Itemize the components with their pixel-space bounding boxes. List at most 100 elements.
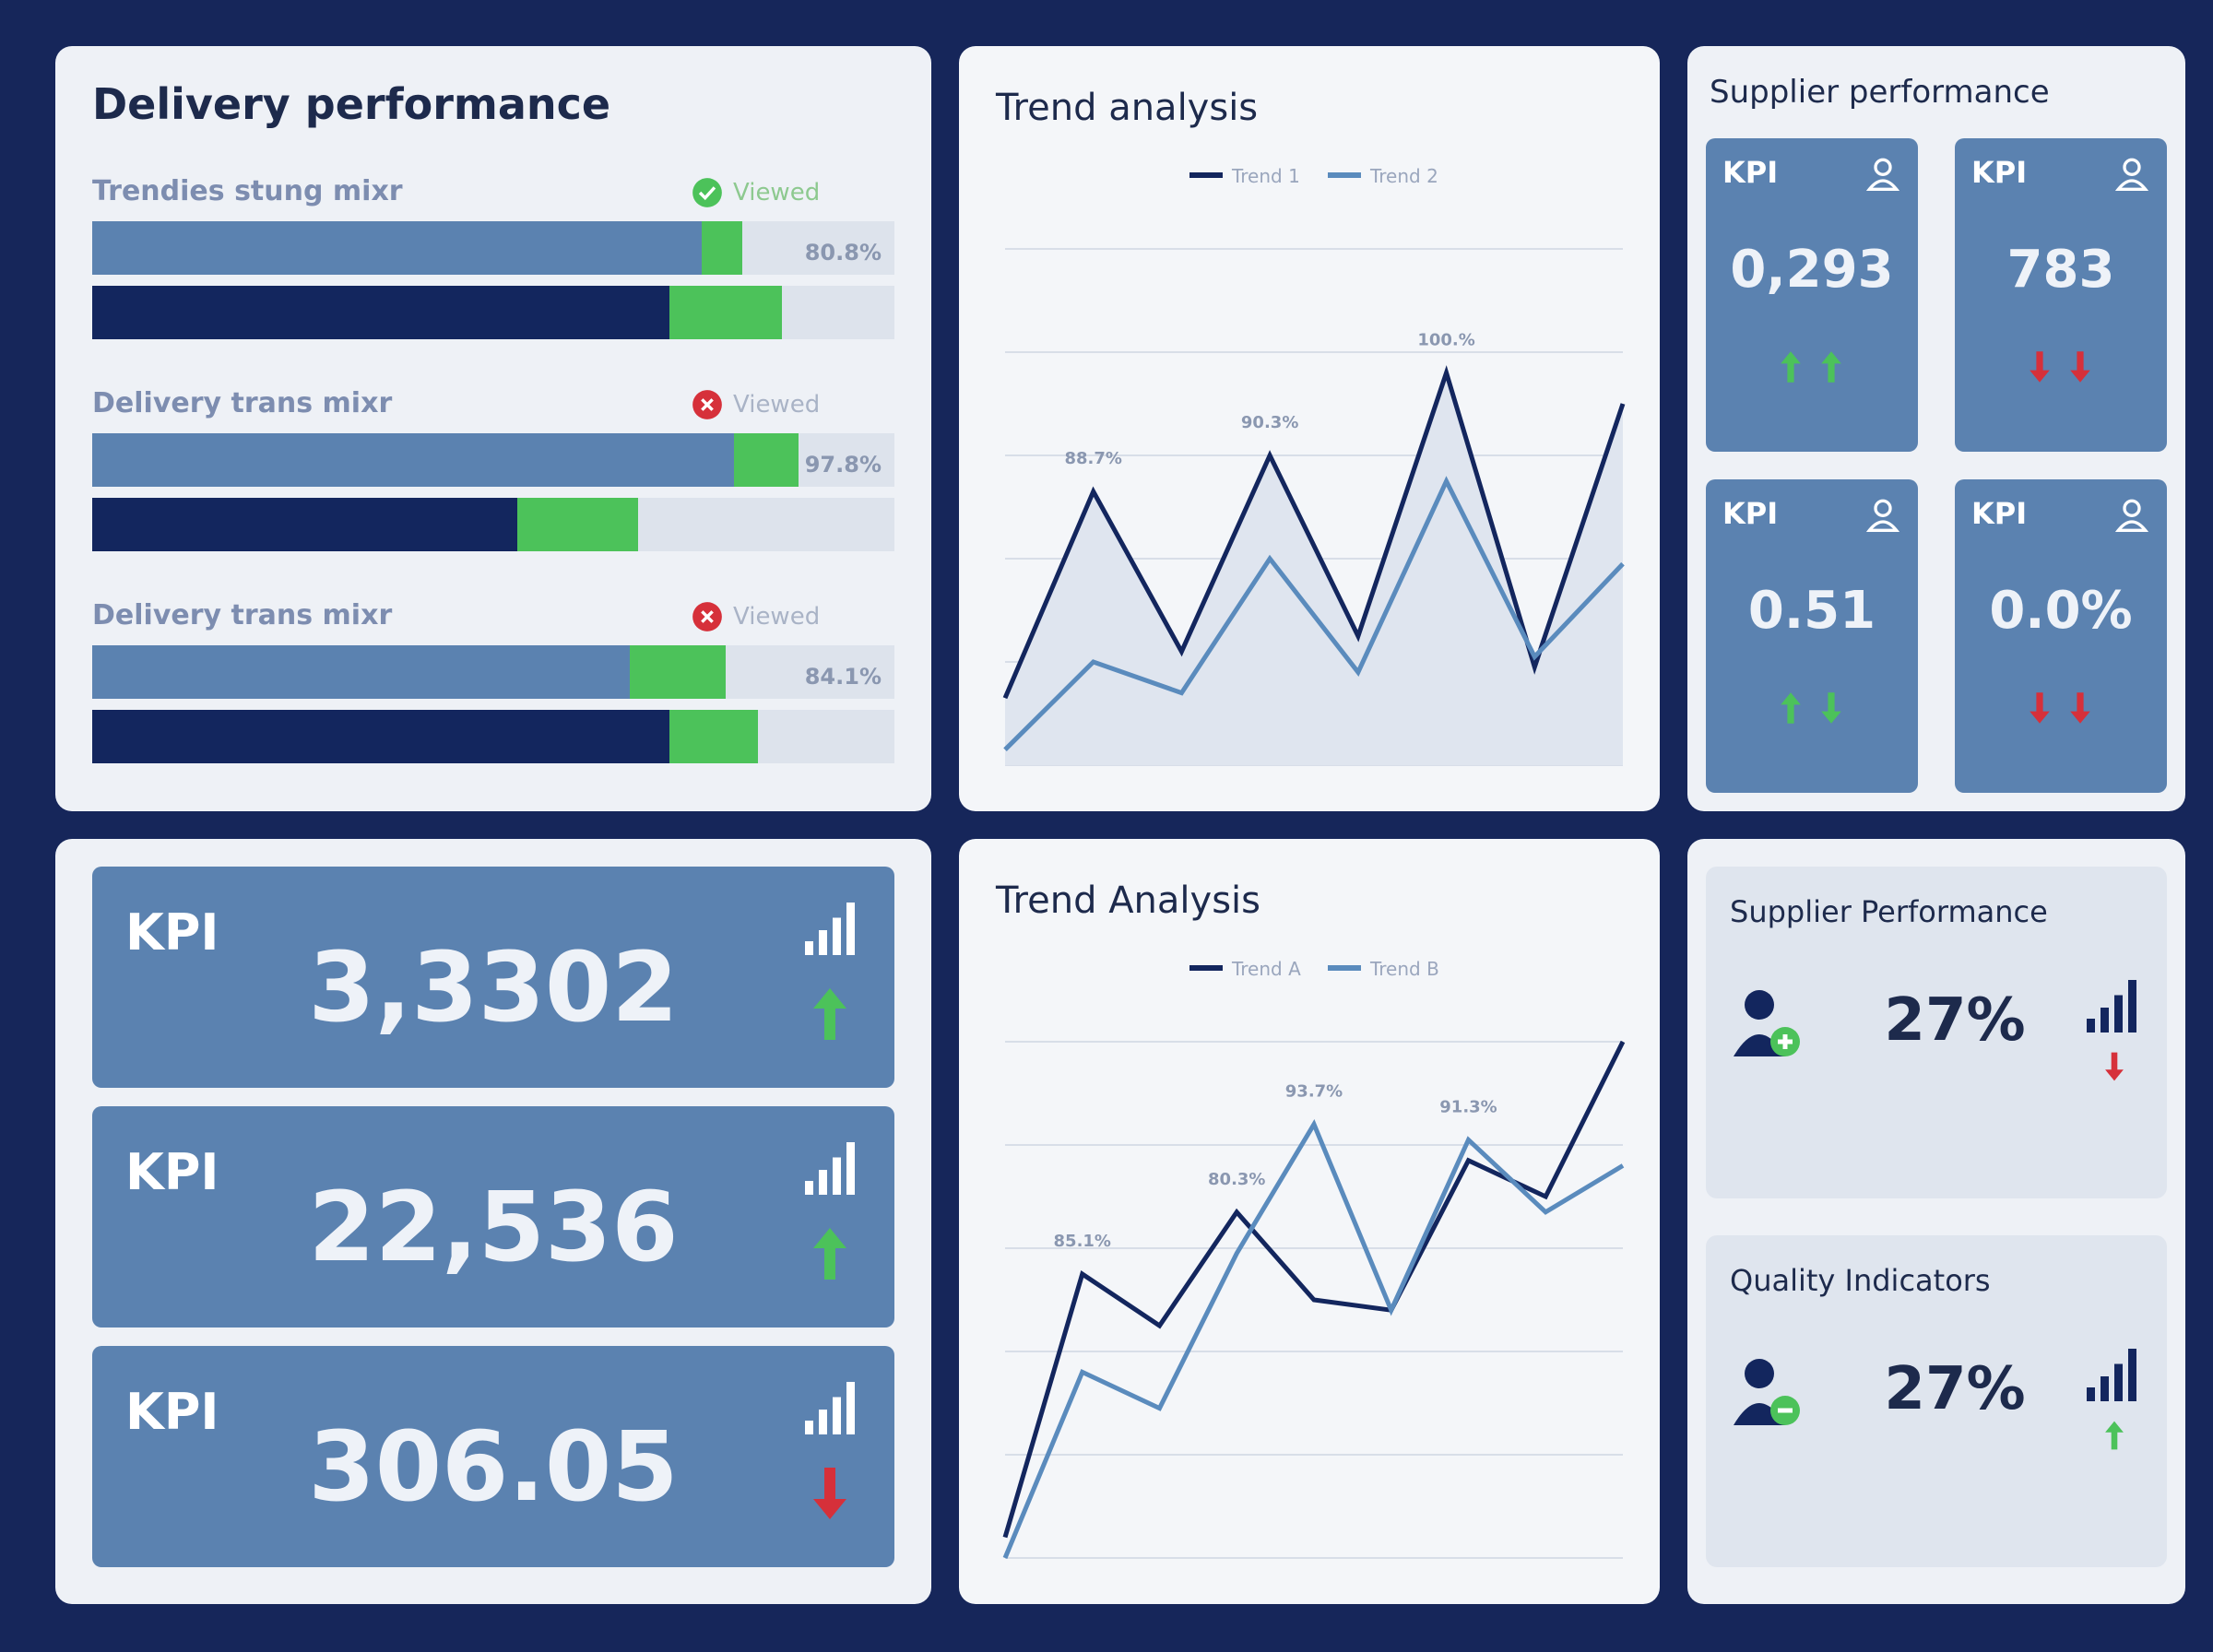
tile-value: 0.0% bbox=[1989, 581, 2133, 641]
kpi-value: 3,3302 bbox=[308, 931, 679, 1044]
percent-text: 84.1% bbox=[804, 664, 882, 690]
annotation: 91.3% bbox=[1439, 1097, 1497, 1116]
status-icon bbox=[692, 602, 722, 631]
chart-title: Trend Analysis bbox=[995, 879, 1260, 922]
line-series bbox=[1002, 365, 1626, 700]
bars-icon bbox=[2087, 1349, 2136, 1401]
icon-part bbox=[1745, 1359, 1774, 1388]
tile-value: 783 bbox=[2006, 240, 2115, 300]
icon-bar bbox=[2101, 1008, 2109, 1032]
icon-bar bbox=[2114, 995, 2123, 1032]
kpi-value: 306.05 bbox=[308, 1410, 679, 1523]
icon-part bbox=[2123, 158, 2141, 176]
arrow-shape bbox=[2070, 351, 2090, 383]
stat-card: Quality Indicators 27% bbox=[1706, 1235, 2167, 1567]
panel-title: Delivery performance bbox=[92, 79, 611, 129]
annotation: 88.7% bbox=[1064, 449, 1121, 468]
icon-bar bbox=[2087, 1019, 2095, 1032]
trend-arrow bbox=[2070, 351, 2090, 383]
tile-label: KPI bbox=[1971, 496, 2028, 531]
stat-title: Quality Indicators bbox=[1730, 1263, 1991, 1298]
icon-bar bbox=[2087, 1387, 2095, 1401]
group-label: Delivery trans mixr bbox=[92, 387, 393, 419]
delivery-group: Delivery trans mixr Viewed 84.1% bbox=[92, 599, 894, 784]
chart-panel: Trend analysis Trend 1 Trend 2 88.7% 90.3% 10… bbox=[959, 46, 1660, 811]
bar-main bbox=[92, 286, 670, 339]
bar-main bbox=[92, 433, 734, 487]
line-chart: Trend analysis Trend 1 Trend 2 88.7% 90.3% 10… bbox=[995, 87, 1626, 766]
tile-icon bbox=[2114, 499, 2149, 532]
icon-bar bbox=[2101, 1376, 2109, 1401]
tile-label: KPI bbox=[1971, 155, 2028, 190]
annotation: 100.% bbox=[1417, 330, 1474, 349]
percent-text: 97.8% bbox=[804, 452, 882, 478]
bar-track bbox=[92, 433, 894, 487]
arrow-shape bbox=[1821, 351, 1841, 383]
icon-bar bbox=[846, 1382, 855, 1434]
stat-value: 27% bbox=[1884, 1355, 2026, 1423]
arrow-shape bbox=[1821, 692, 1841, 724]
bar-main bbox=[92, 645, 630, 699]
legend-label: Trend 1 bbox=[1231, 165, 1300, 187]
annotation: 85.1% bbox=[1054, 1232, 1111, 1251]
group-label: Trendies stung mixr bbox=[92, 175, 403, 207]
arrow-shape bbox=[1781, 692, 1801, 724]
status-text: Viewed bbox=[733, 391, 821, 419]
status-glyph bbox=[701, 610, 714, 623]
chart-title: Trend analysis bbox=[995, 87, 1258, 129]
stat-value: 27% bbox=[1884, 986, 2026, 1055]
trend-arrow bbox=[1821, 692, 1841, 724]
tile-icon bbox=[2114, 158, 2149, 191]
line-series bbox=[1002, 1119, 1625, 1559]
icon-bar bbox=[2128, 1349, 2136, 1401]
kpi-label: KPI bbox=[125, 903, 219, 962]
panel-title: Supplier performance bbox=[1710, 74, 2050, 111]
legend-label: Trend 2 bbox=[1369, 165, 1438, 187]
stat-card: Supplier Performance 27% bbox=[1706, 867, 2167, 1198]
icon-bar bbox=[846, 903, 855, 955]
icon-bar bbox=[833, 917, 841, 955]
icon-part bbox=[1874, 158, 1892, 176]
icon-part bbox=[2114, 179, 2149, 191]
bar-track bbox=[92, 286, 894, 339]
icon-bar bbox=[819, 1410, 827, 1434]
line-series bbox=[1002, 1040, 1626, 1539]
tile-icon bbox=[1865, 499, 1900, 532]
stats-panel: Supplier Performance 27% Quality Indicator… bbox=[1687, 839, 2185, 1604]
annotation: 90.3% bbox=[1241, 413, 1298, 432]
kpi-card: KPI 306.05 bbox=[92, 1346, 894, 1567]
arrow-shape bbox=[2030, 692, 2050, 724]
arrow-shape bbox=[813, 1228, 846, 1280]
annotation: 80.3% bbox=[1208, 1170, 1265, 1189]
icon-bar bbox=[846, 1142, 855, 1195]
bar-extra bbox=[629, 645, 727, 699]
trend-arrow bbox=[1781, 692, 1801, 724]
tile-value: 0,293 bbox=[1730, 240, 1894, 300]
bar-track bbox=[92, 221, 894, 275]
delivery-group: Delivery trans mixr Viewed 97.8% bbox=[92, 387, 894, 572]
person-icon bbox=[1734, 990, 1800, 1056]
kpi-tile: KPI 0.0% bbox=[1955, 479, 2167, 793]
percent-text: 80.8% bbox=[804, 240, 882, 266]
bar-extra bbox=[734, 433, 799, 487]
icon-part bbox=[2114, 520, 2149, 532]
icon-part bbox=[1865, 179, 1900, 191]
icon-part bbox=[1745, 990, 1774, 1020]
bars-icon bbox=[805, 1142, 855, 1195]
icon-bar bbox=[805, 1421, 813, 1434]
bar-extra bbox=[702, 221, 742, 275]
kpi-tile: KPI 783 bbox=[1955, 138, 2167, 452]
chart-panel: Trend Analysis Trend A Trend B 85.1% 80.3% 93… bbox=[959, 839, 1660, 1604]
bar-track bbox=[92, 645, 894, 699]
stat-title: Supplier Performance bbox=[1730, 894, 2048, 929]
arrow-shape bbox=[813, 988, 846, 1040]
tile-icon bbox=[1865, 158, 1900, 191]
legend-label: Trend A bbox=[1231, 958, 1301, 980]
bar-track bbox=[92, 710, 894, 763]
status-text: Viewed bbox=[733, 179, 821, 206]
bars-icon bbox=[805, 903, 855, 955]
trend-arrow bbox=[2070, 692, 2090, 724]
line-series bbox=[1003, 476, 1625, 751]
status-icon bbox=[692, 390, 722, 419]
